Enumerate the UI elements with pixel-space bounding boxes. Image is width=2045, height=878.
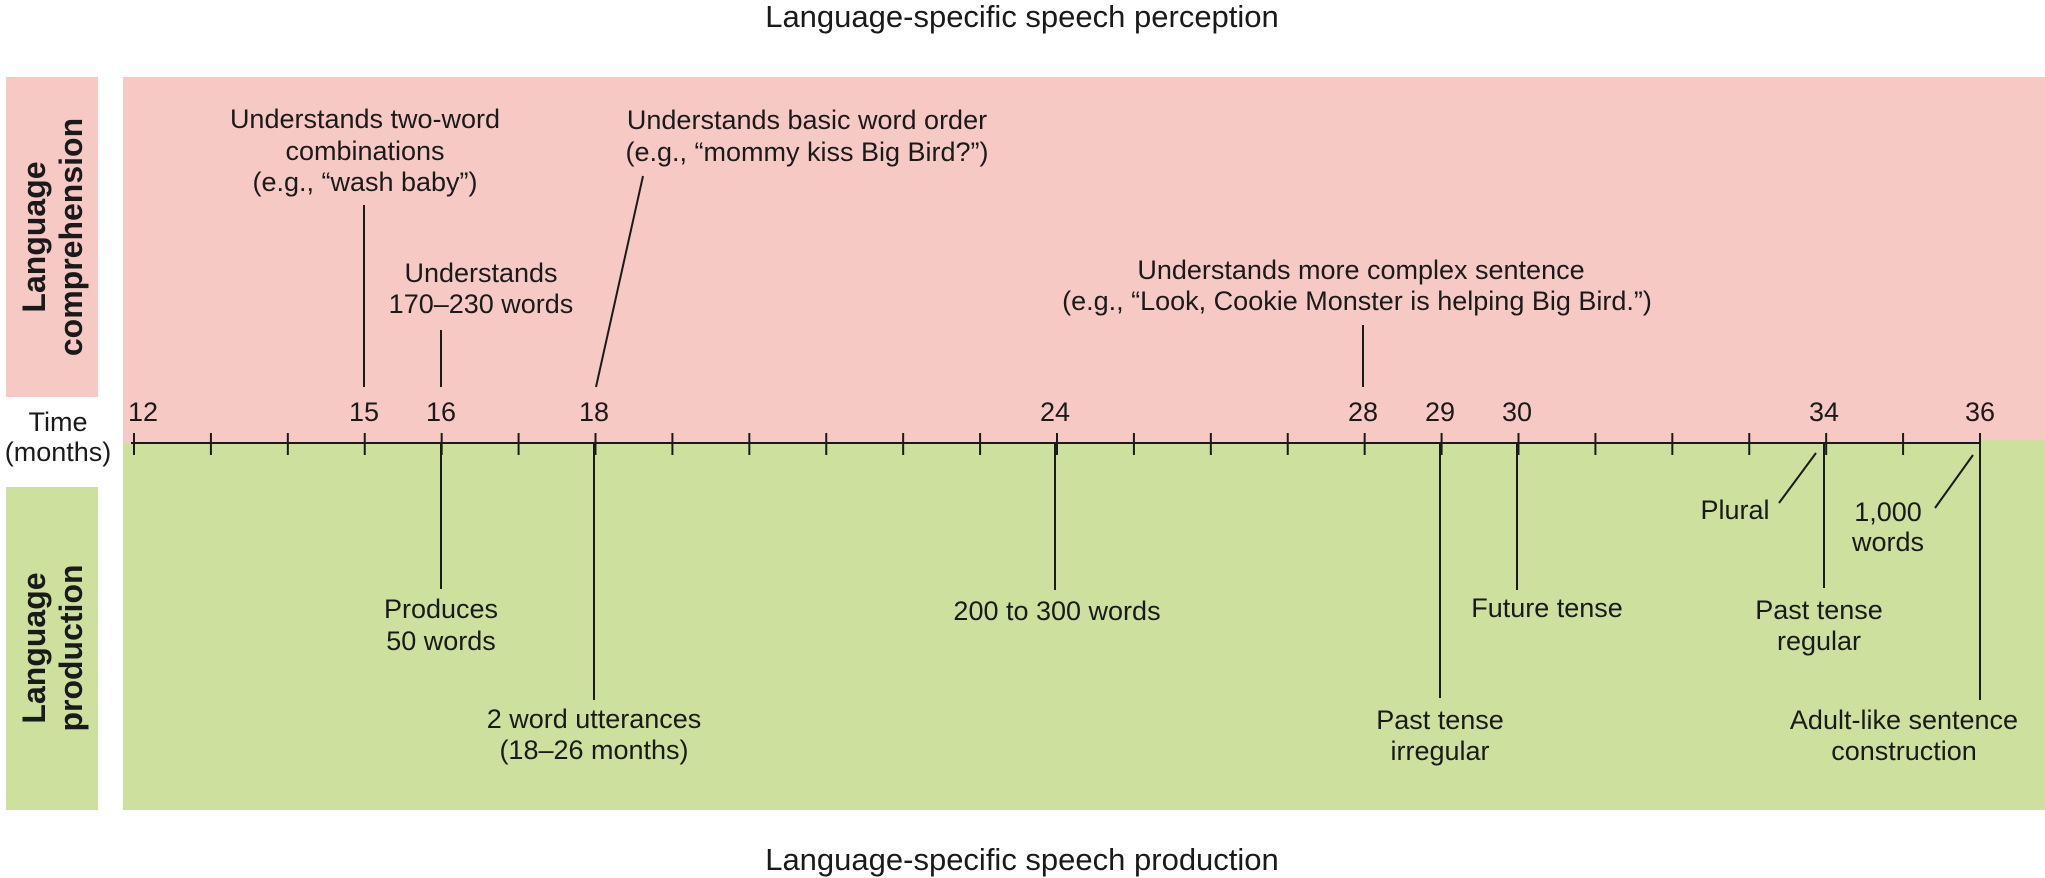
leader-comp-18 bbox=[595, 175, 644, 388]
prod-2-word-line-1: 2 word utterances bbox=[487, 704, 702, 734]
prod-future-tense: Future tense bbox=[1471, 593, 1623, 623]
axis-ticks bbox=[133, 433, 1981, 455]
top-title: Language-specific speech perception bbox=[765, 0, 1279, 34]
prod-adult-like-line-2: construction bbox=[1831, 736, 1977, 766]
prod-1000-words-line-1: 1,000 bbox=[1854, 497, 1922, 527]
leader-prod-36-1000 bbox=[1934, 454, 1974, 509]
comp-two-word-line-1: Understands two-word bbox=[230, 104, 500, 134]
production-label-line-2: production bbox=[53, 564, 89, 731]
comp-two-word-line-3: (e.g., “wash baby”) bbox=[252, 167, 477, 197]
tick-label-30: 30 bbox=[1502, 397, 1532, 427]
comp-word-order-line-1: Understands basic word order bbox=[627, 105, 987, 135]
tick-label-29: 29 bbox=[1425, 397, 1455, 427]
comprehension-label-line-2: comprehension bbox=[53, 118, 89, 356]
prod-2-word-line-2: (18–26 months) bbox=[499, 735, 688, 765]
comprehension-band bbox=[123, 77, 2045, 443]
comp-complex-sentence-line-1: Understands more complex sentence bbox=[1137, 255, 1584, 285]
prod-past-regular-line-1: Past tense bbox=[1755, 595, 1883, 625]
comp-170-230-line-1: Understands bbox=[404, 258, 557, 288]
prod-adult-like-line-1: Adult-like sentence bbox=[1790, 705, 2018, 735]
tick-label-28: 28 bbox=[1348, 397, 1378, 427]
tick-label-12: 12 bbox=[128, 397, 158, 427]
prod-50-words-line-2: 50 words bbox=[386, 626, 496, 656]
comp-word-order-line-2: (e.g., “mommy kiss Big Bird?”) bbox=[625, 137, 988, 167]
comp-two-word-line-2: combinations bbox=[285, 136, 444, 166]
axis-label-line-2: (months) bbox=[5, 437, 112, 467]
production-label-band bbox=[6, 487, 98, 810]
prod-past-irregular-line-1: Past tense bbox=[1376, 705, 1504, 735]
tick-label-36: 36 bbox=[1965, 397, 1995, 427]
prod-past-irregular-line-2: irregular bbox=[1390, 736, 1489, 766]
prod-50-words-line-1: Produces bbox=[384, 594, 498, 624]
prod-plural: Plural bbox=[1700, 495, 1769, 525]
comp-170-230-line-2: 170–230 words bbox=[389, 289, 574, 319]
tick-label-15: 15 bbox=[349, 397, 379, 427]
prod-past-regular-line-2: regular bbox=[1777, 626, 1861, 656]
production-band bbox=[123, 440, 2045, 810]
tick-label-18: 18 bbox=[579, 397, 609, 427]
leader-prod-34-plural bbox=[1778, 452, 1817, 504]
tick-label-24: 24 bbox=[1040, 397, 1070, 427]
comp-complex-sentence-line-2: (e.g., “Look, Cookie Monster is helping … bbox=[1062, 286, 1652, 316]
production-label-line-1: Language bbox=[16, 572, 52, 723]
comprehension-label-line-1: Language bbox=[16, 161, 52, 312]
prod-200-300-words: 200 to 300 words bbox=[953, 596, 1160, 626]
comprehension-label-band bbox=[6, 77, 98, 397]
prod-1000-words-line-2: words bbox=[1851, 527, 1924, 557]
axis-label-line-1: Time bbox=[29, 407, 88, 437]
tick-label-16: 16 bbox=[426, 397, 456, 427]
bottom-title: Language-specific speech production bbox=[765, 842, 1279, 877]
tick-label-34: 34 bbox=[1809, 397, 1839, 427]
